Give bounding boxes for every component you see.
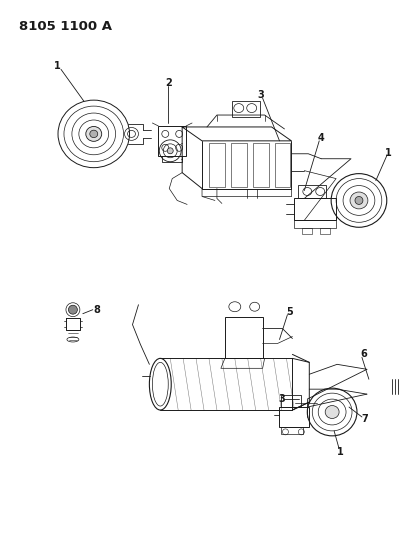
Text: 1: 1 <box>386 148 392 158</box>
Bar <box>209 143 225 187</box>
Bar <box>231 143 247 187</box>
Text: 6: 6 <box>360 350 367 359</box>
Ellipse shape <box>350 192 368 209</box>
Ellipse shape <box>90 130 98 138</box>
Bar <box>158 126 186 156</box>
Text: 8: 8 <box>93 305 100 314</box>
Bar <box>302 228 312 234</box>
Text: 1: 1 <box>53 61 60 71</box>
Bar <box>282 427 303 434</box>
Bar <box>279 407 309 427</box>
Bar <box>253 143 268 187</box>
Bar <box>232 101 260 117</box>
Ellipse shape <box>86 126 102 141</box>
Text: 2: 2 <box>165 78 172 88</box>
Bar <box>298 184 326 198</box>
Text: 5: 5 <box>286 306 293 317</box>
Bar <box>275 143 291 187</box>
Bar <box>294 220 336 228</box>
Text: 1: 1 <box>337 447 344 457</box>
Text: 7: 7 <box>362 414 368 424</box>
Circle shape <box>69 305 77 314</box>
Text: 3: 3 <box>278 394 285 404</box>
Text: 3: 3 <box>257 90 264 100</box>
Bar <box>225 317 263 358</box>
Bar <box>294 198 336 220</box>
Text: 4: 4 <box>318 133 325 143</box>
Bar <box>282 395 301 407</box>
Ellipse shape <box>167 148 173 154</box>
Text: 8105 1100 A: 8105 1100 A <box>19 20 112 33</box>
Ellipse shape <box>355 197 363 205</box>
Bar <box>320 228 330 234</box>
Ellipse shape <box>325 406 339 418</box>
